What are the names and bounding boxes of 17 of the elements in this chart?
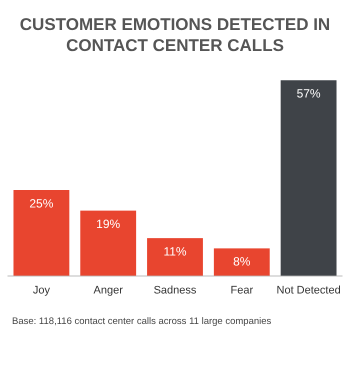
- chart-title: CUSTOMER EMOTIONS DETECTED IN CONTACT CENTER CALLS: [18, 14, 332, 56]
- x-tick-label: Fear: [230, 284, 254, 296]
- x-tick-label: Sadness: [154, 284, 197, 296]
- x-tick-label: Anger: [94, 284, 124, 296]
- data-label: 19%: [96, 216, 121, 231]
- data-label: 8%: [233, 254, 251, 269]
- bar: [147, 238, 203, 276]
- x-tick-label: Not Detected: [276, 284, 341, 296]
- bar: [80, 210, 136, 276]
- data-label: 57%: [296, 86, 321, 101]
- text: Base: 118,116 contact center calls across 11 large companies: [12, 315, 272, 328]
- data-label: 25%: [29, 196, 54, 210]
- x-tick-label: Joy: [32, 284, 50, 296]
- bar: [214, 248, 270, 276]
- bar: [280, 80, 337, 276]
- bar: [13, 190, 70, 276]
- data-label: 11%: [163, 244, 187, 258]
